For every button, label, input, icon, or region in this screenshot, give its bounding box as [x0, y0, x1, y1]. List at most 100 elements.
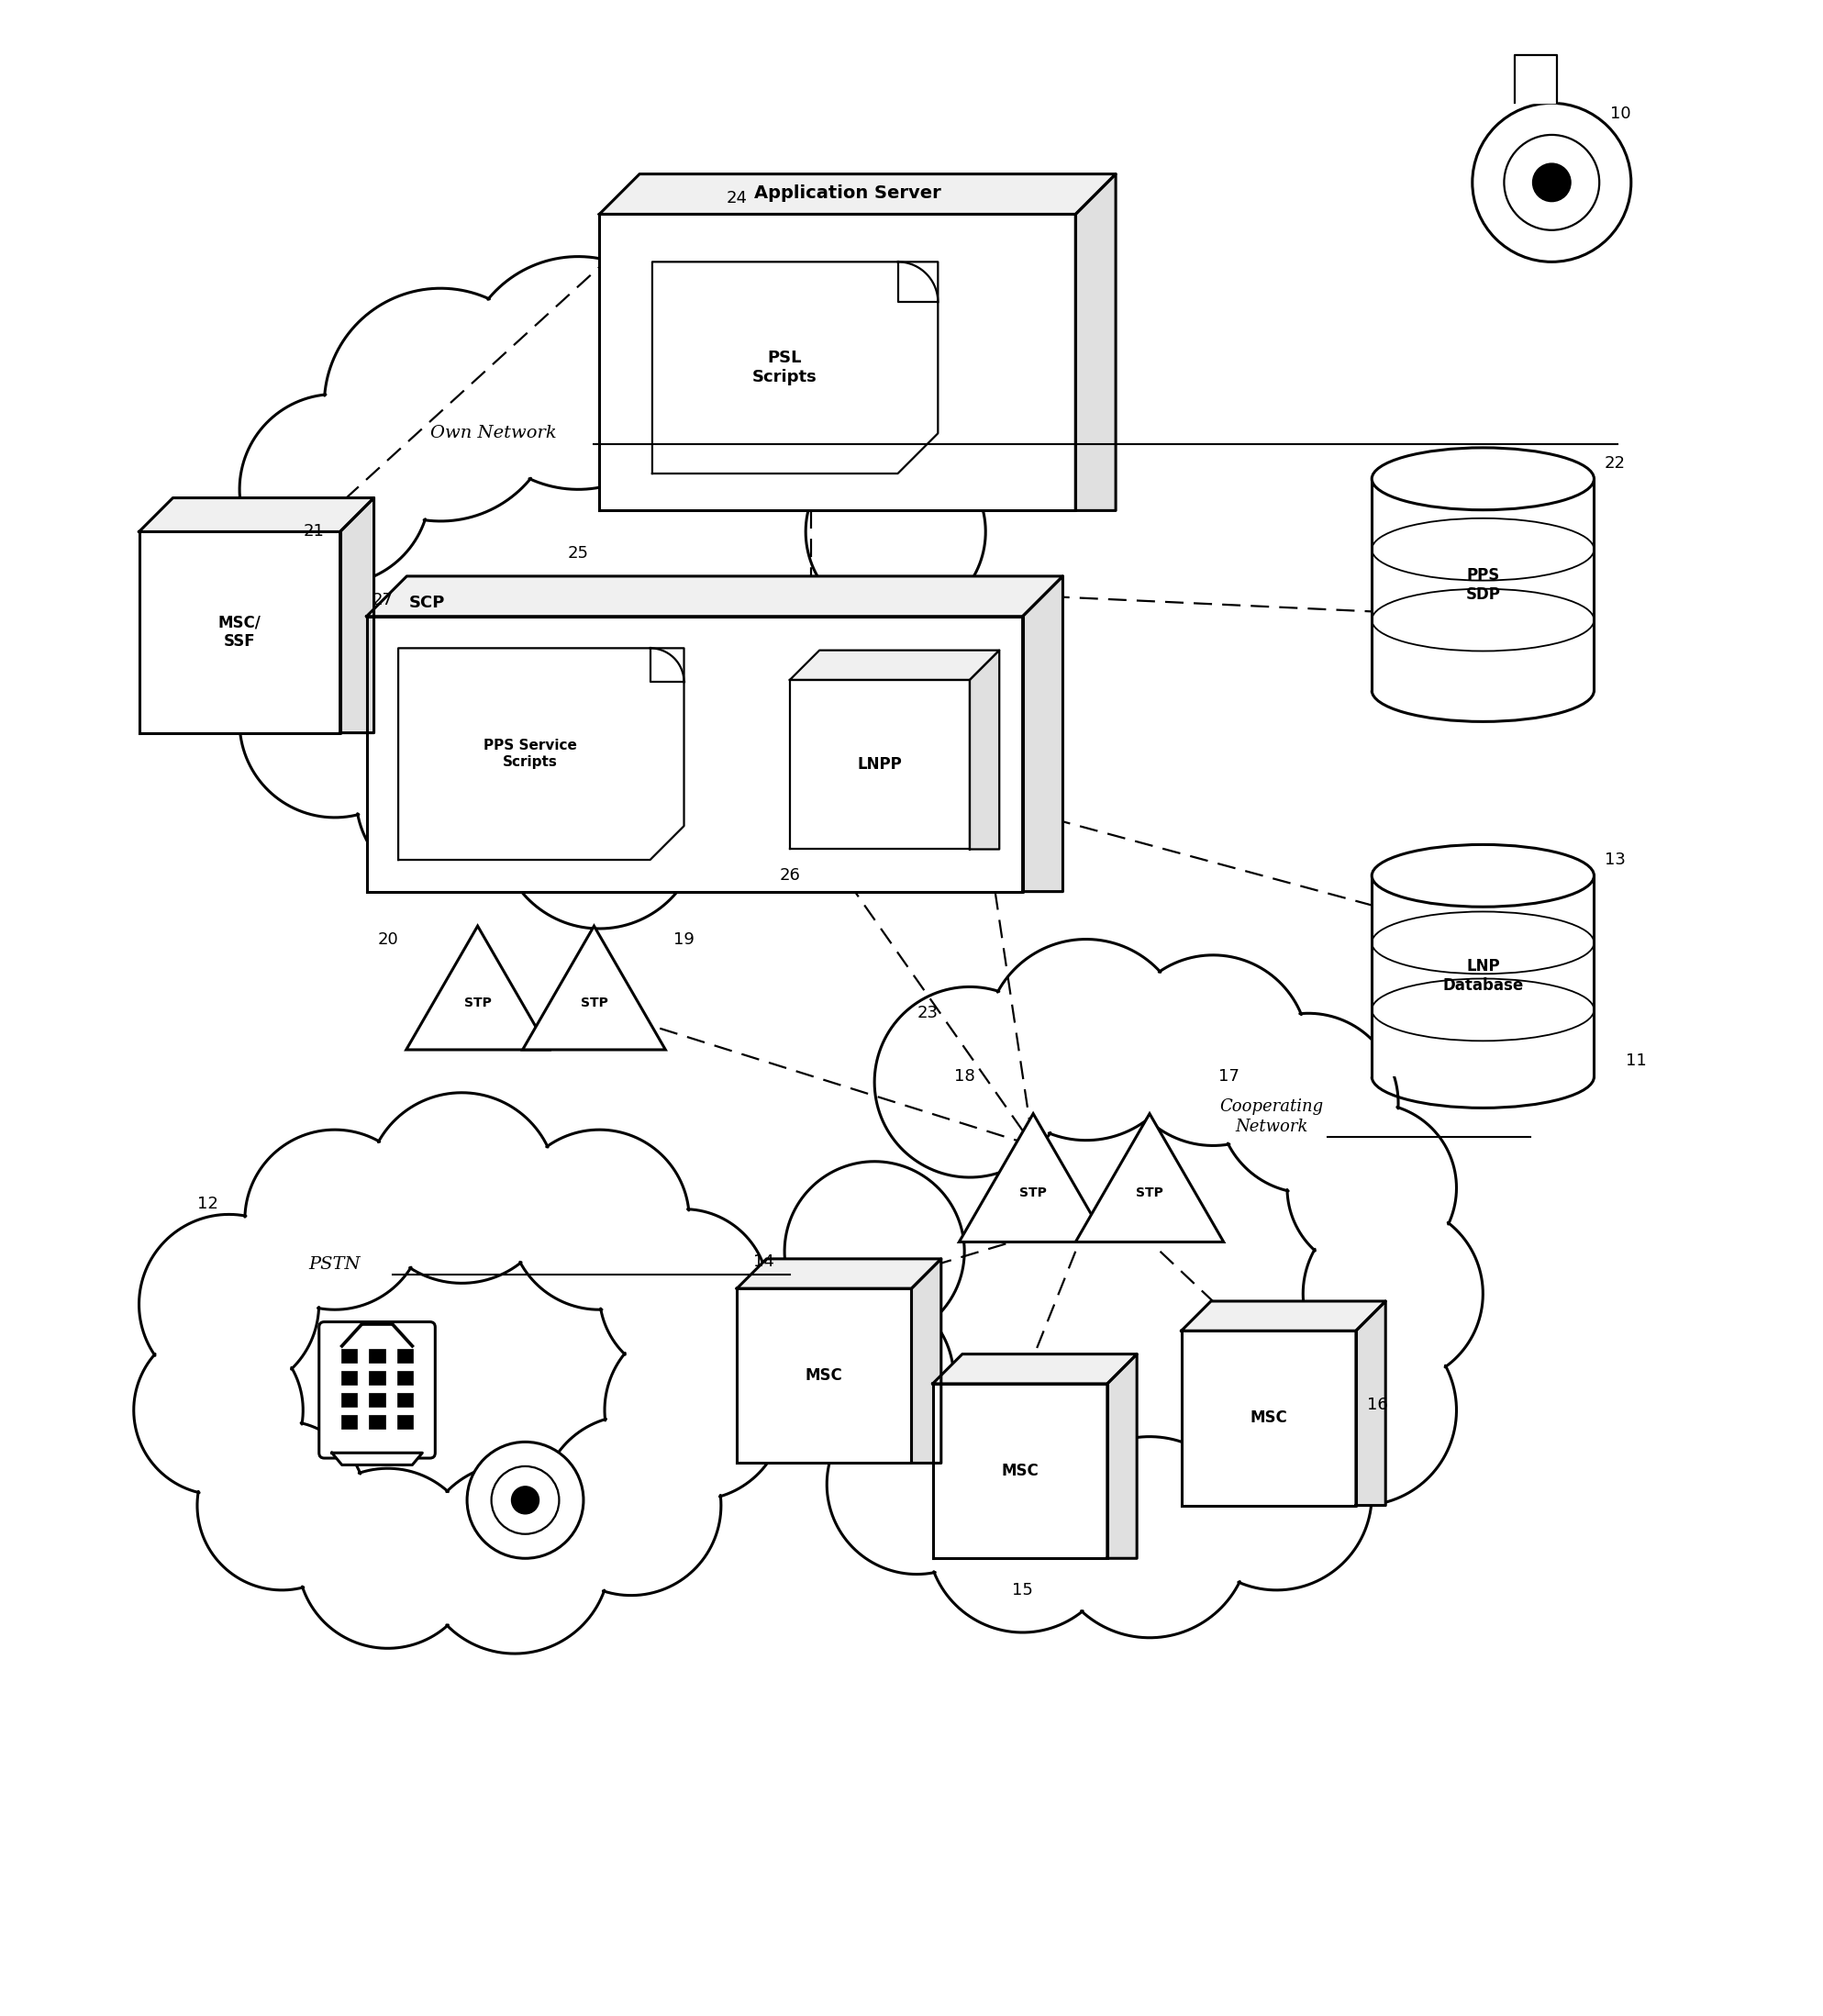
Circle shape: [605, 1320, 784, 1500]
Circle shape: [1473, 103, 1632, 262]
Polygon shape: [366, 577, 1063, 617]
Circle shape: [758, 627, 948, 818]
Circle shape: [875, 988, 1065, 1177]
Text: 18: 18: [953, 1068, 975, 1085]
Text: 25: 25: [567, 544, 589, 560]
Bar: [341, 1415, 357, 1429]
Circle shape: [986, 939, 1187, 1141]
Circle shape: [191, 516, 372, 696]
Circle shape: [1117, 956, 1309, 1145]
Polygon shape: [139, 532, 341, 734]
Circle shape: [806, 442, 986, 621]
Circle shape: [1265, 1314, 1457, 1506]
Text: STP: STP: [580, 996, 607, 1010]
Circle shape: [239, 395, 430, 585]
Bar: [397, 1415, 414, 1429]
Polygon shape: [1023, 577, 1063, 891]
Text: Cooperating
Network: Cooperating Network: [1220, 1099, 1323, 1135]
Ellipse shape: [1373, 845, 1593, 907]
Polygon shape: [736, 1288, 912, 1464]
Circle shape: [297, 1468, 478, 1649]
Circle shape: [133, 1325, 303, 1494]
Text: STP: STP: [1136, 1187, 1163, 1200]
Circle shape: [541, 1415, 722, 1595]
Circle shape: [467, 1441, 583, 1558]
Polygon shape: [1515, 56, 1557, 103]
Circle shape: [239, 627, 430, 818]
Text: 27: 27: [372, 593, 394, 609]
Circle shape: [1048, 1437, 1251, 1637]
Polygon shape: [933, 1355, 1138, 1383]
Text: LNP
Database: LNP Database: [1442, 958, 1524, 994]
Text: 10: 10: [1610, 105, 1632, 121]
Polygon shape: [332, 1454, 423, 1466]
Text: 22: 22: [1604, 456, 1626, 472]
Bar: [370, 1349, 385, 1363]
Polygon shape: [397, 649, 684, 861]
Circle shape: [653, 702, 842, 891]
Text: MSC: MSC: [806, 1367, 842, 1385]
Circle shape: [197, 1421, 366, 1591]
Polygon shape: [970, 651, 999, 849]
Ellipse shape: [1373, 448, 1593, 510]
Circle shape: [769, 310, 959, 500]
Text: SCP: SCP: [408, 595, 445, 611]
Circle shape: [324, 288, 558, 522]
Polygon shape: [1107, 1355, 1138, 1558]
Text: 15: 15: [1012, 1583, 1034, 1599]
Text: 13: 13: [1604, 851, 1626, 869]
Circle shape: [620, 236, 831, 448]
Text: 19: 19: [673, 931, 695, 948]
Bar: [370, 1415, 385, 1429]
Circle shape: [492, 1466, 560, 1534]
Polygon shape: [736, 1258, 941, 1288]
Circle shape: [139, 1214, 319, 1395]
Text: Own Network: Own Network: [430, 425, 556, 442]
Polygon shape: [1076, 1113, 1223, 1242]
Text: 16: 16: [1367, 1397, 1387, 1413]
Text: MSC/
SSF: MSC/ SSF: [219, 615, 261, 649]
Polygon shape: [1181, 1300, 1385, 1331]
Circle shape: [509, 1129, 689, 1310]
Text: 14: 14: [753, 1254, 773, 1270]
Text: 11: 11: [1626, 1052, 1646, 1068]
Text: 21: 21: [303, 524, 324, 540]
FancyBboxPatch shape: [1373, 480, 1593, 691]
Bar: [397, 1349, 414, 1363]
Circle shape: [355, 702, 547, 891]
Text: PSTN: PSTN: [308, 1256, 361, 1272]
Circle shape: [512, 1486, 540, 1514]
Bar: [370, 1371, 385, 1385]
FancyBboxPatch shape: [319, 1322, 436, 1458]
Circle shape: [1303, 1204, 1482, 1383]
Circle shape: [366, 1093, 558, 1282]
Bar: [370, 1393, 385, 1407]
Polygon shape: [139, 498, 374, 532]
Text: 23: 23: [917, 1006, 937, 1022]
Text: PPS
SDP: PPS SDP: [1466, 566, 1500, 603]
Circle shape: [1181, 1399, 1373, 1591]
Text: 24: 24: [726, 190, 747, 206]
Polygon shape: [789, 679, 970, 849]
Polygon shape: [407, 925, 549, 1050]
Bar: [341, 1349, 357, 1363]
Polygon shape: [1181, 1331, 1356, 1506]
Circle shape: [600, 1210, 769, 1379]
Circle shape: [784, 1161, 964, 1341]
Circle shape: [1218, 1014, 1398, 1193]
Polygon shape: [1076, 173, 1116, 510]
Polygon shape: [366, 617, 1023, 891]
FancyBboxPatch shape: [1373, 875, 1593, 1077]
Polygon shape: [600, 214, 1076, 510]
Bar: [341, 1393, 357, 1407]
Polygon shape: [933, 1383, 1107, 1558]
Circle shape: [1533, 163, 1571, 202]
Polygon shape: [959, 1113, 1107, 1242]
Text: STP: STP: [1019, 1187, 1046, 1200]
Circle shape: [244, 1129, 425, 1310]
Text: 20: 20: [377, 931, 397, 948]
Circle shape: [461, 256, 695, 490]
Text: PSL
Scripts: PSL Scripts: [753, 351, 817, 385]
Polygon shape: [912, 1258, 941, 1464]
Polygon shape: [789, 651, 999, 679]
